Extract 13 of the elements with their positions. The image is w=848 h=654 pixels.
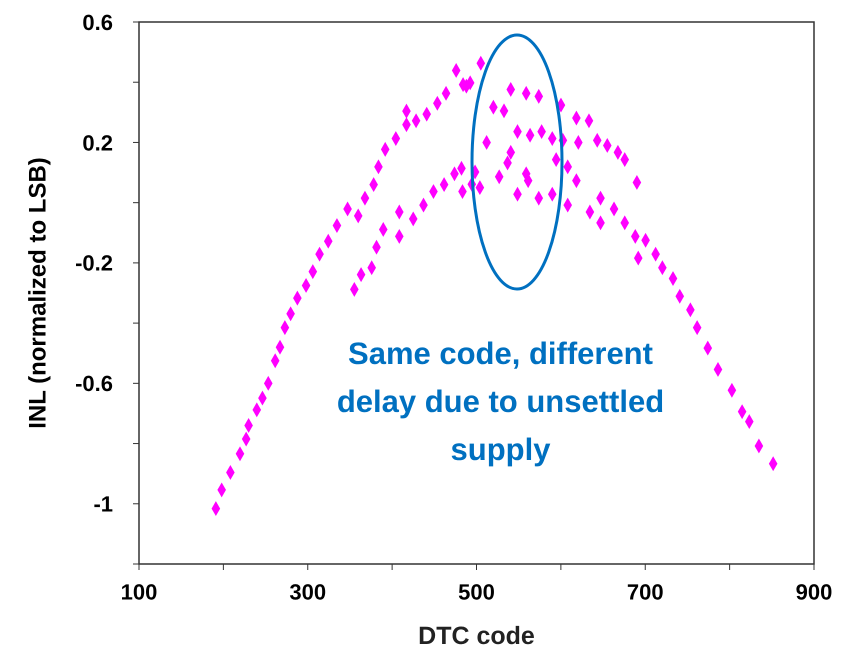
x-tick-label: 500 (458, 580, 495, 605)
y-tick-label: -1 (93, 492, 113, 517)
x-tick-label: 700 (626, 580, 664, 605)
x-axis-title: DTC code (418, 622, 535, 650)
annotation: Same code, different delay due to unsettled supply (336, 335, 666, 469)
y-tick-label: 0.2 (82, 130, 113, 156)
y-tick-label: 0.6 (82, 10, 113, 35)
x-tick-label: 100 (120, 580, 158, 605)
y-tick-label: -0.2 (75, 250, 113, 276)
y-axis-title: INL (normalized to LSB) (24, 157, 52, 429)
x-tick-label: 300 (289, 580, 326, 605)
y-tick-label: -0.6 (75, 371, 113, 396)
x-tick-label: 900 (796, 580, 832, 605)
